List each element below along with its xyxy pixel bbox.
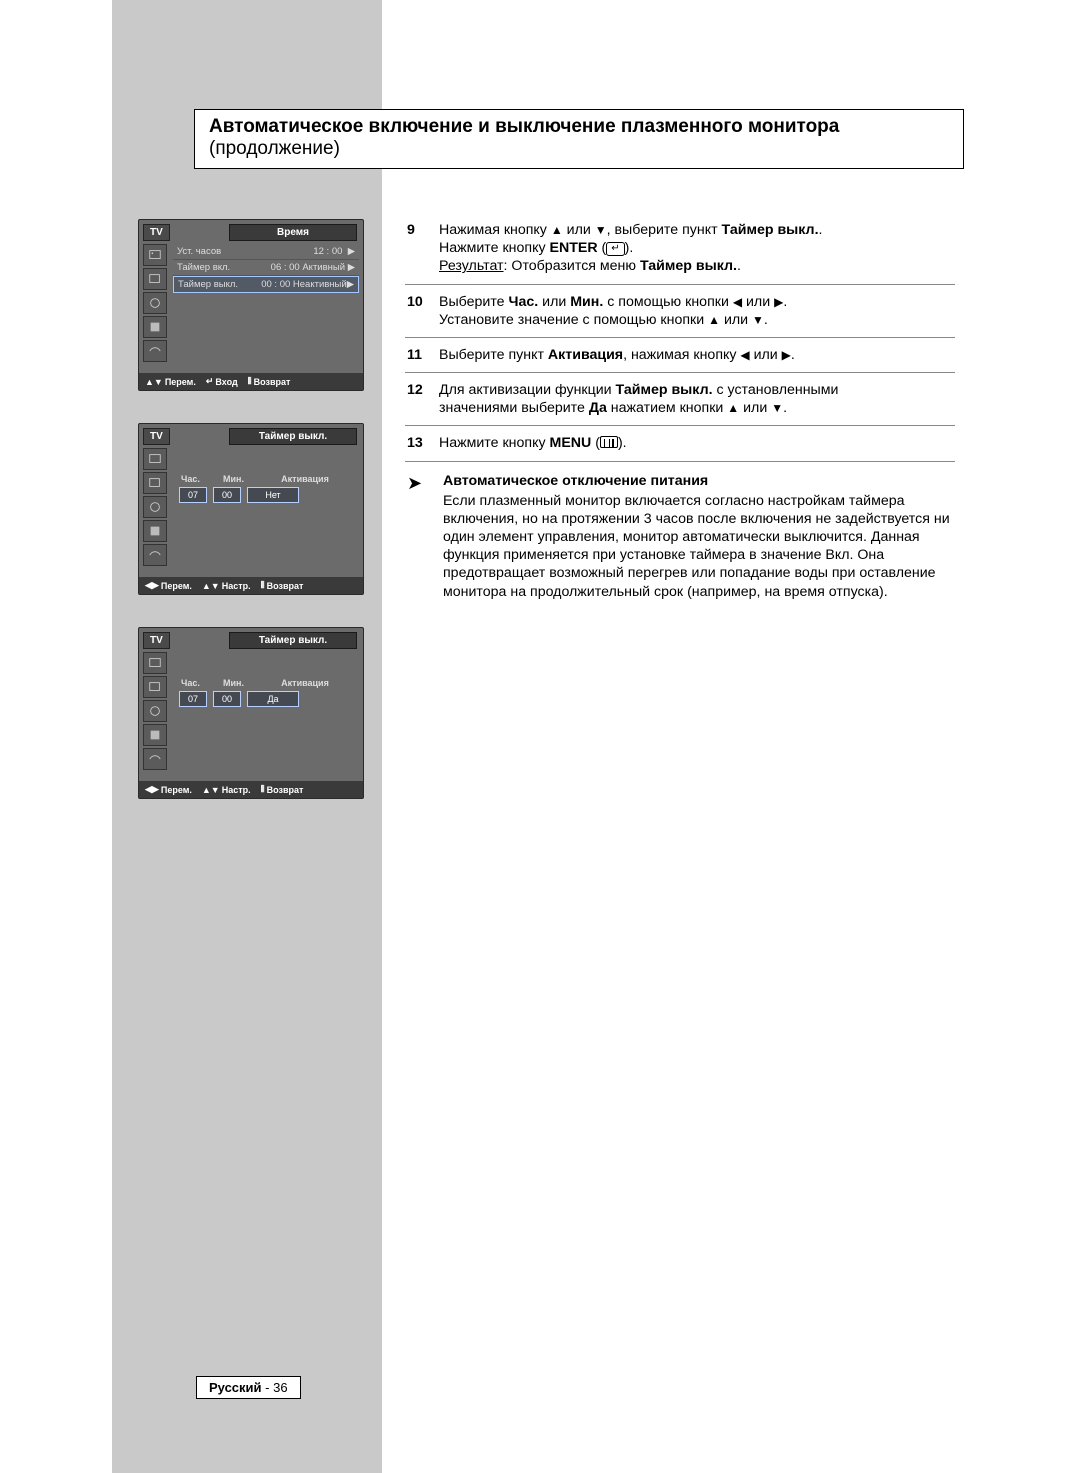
left-arrow-icon: ◀ xyxy=(740,348,749,362)
left-arrow-icon: ◀ xyxy=(733,295,742,309)
step-12: 12 Для активизации функции Таймер выкл. … xyxy=(405,373,955,426)
hour-cell: 07 xyxy=(179,691,207,707)
setup-icon xyxy=(143,520,167,542)
osd-body: Уст. часов12 : 00 ▶ Таймер вкл.06 : 00 А… xyxy=(173,244,359,293)
menu-button-icon xyxy=(600,436,618,448)
osd-screenshot-timer-off-yes: TV Таймер выкл. Час.Мин.Активация 07 00 … xyxy=(138,627,364,799)
leftright-icon: ◀▶ xyxy=(145,580,159,591)
channel-icon xyxy=(143,292,167,314)
down-arrow-icon: ▼ xyxy=(595,223,607,237)
page-title: Автоматическое включение и выключение пл… xyxy=(209,116,839,137)
step-11: 11 Выберите пункт Активация, нажимая кно… xyxy=(405,338,955,373)
osd-row: Таймер вкл.06 : 00 Активный ▶ xyxy=(173,260,359,276)
menu-icon: ⦀ xyxy=(261,784,265,795)
updown-icon: ▲▼ xyxy=(145,377,163,387)
osd-tv-badge: TV xyxy=(143,224,170,241)
updown-icon: ▲▼ xyxy=(202,785,220,795)
sound-icon xyxy=(143,676,167,698)
osd-tv-badge: TV xyxy=(143,428,170,445)
channel-icon xyxy=(143,700,167,722)
enter-icon: ↵ xyxy=(206,376,214,387)
up-arrow-icon: ▲ xyxy=(551,223,563,237)
note-pointer-icon: ➤ xyxy=(407,472,443,601)
page-footer: Русский - 36 xyxy=(196,1376,301,1399)
step-9: 9 Нажимая кнопку ▲ или ▼, выберите пункт… xyxy=(405,213,955,285)
page-title-box: Автоматическое включение и выключение пл… xyxy=(194,109,964,169)
setup-icon xyxy=(143,724,167,746)
step-13: 13 Нажмите кнопку MENU (). xyxy=(405,426,955,461)
hour-cell: 07 xyxy=(179,487,207,503)
activation-cell: Нет xyxy=(247,487,299,503)
setup-icon xyxy=(143,316,167,338)
step-10: 10 Выберите Час. или Мин. с помощью кноп… xyxy=(405,285,955,338)
osd-timer-table: Час.Мин.Активация 07 00 Да xyxy=(179,678,357,707)
input-icon xyxy=(143,340,167,362)
osd-header: Таймер выкл. xyxy=(229,428,357,445)
menu-icon: ⦀ xyxy=(248,376,252,387)
down-arrow-icon: ▼ xyxy=(752,313,764,327)
picture-icon xyxy=(143,652,167,674)
note-auto-power-off: ➤ Автоматическое отключение питания Если… xyxy=(405,462,955,601)
osd-sidebar xyxy=(143,448,169,568)
osd-header: Таймер выкл. xyxy=(229,632,357,649)
right-arrow-icon: ▶ xyxy=(782,348,791,362)
right-arrow-icon: ▶ xyxy=(774,295,783,309)
osd-sidebar xyxy=(143,652,169,772)
input-icon xyxy=(143,748,167,770)
picture-icon xyxy=(143,448,167,470)
osd-footer: ◀▶Перем. ▲▼Настр. ⦀Возврат xyxy=(139,781,363,798)
updown-icon: ▲▼ xyxy=(202,581,220,591)
osd-row: Уст. часов12 : 00 ▶ xyxy=(173,244,359,260)
osd-row-selected: Таймер выкл.00 : 00 Неактивный▶ xyxy=(173,276,359,293)
leftright-icon: ◀▶ xyxy=(145,784,159,795)
osd-screenshot-time-menu: TV Время Уст. часов12 : 00 ▶ Таймер вкл.… xyxy=(138,219,364,391)
osd-tv-badge: TV xyxy=(143,632,170,649)
sound-icon xyxy=(143,472,167,494)
osd-footer: ◀▶Перем. ▲▼Настр. ⦀Возврат xyxy=(139,577,363,594)
activation-cell: Да xyxy=(247,691,299,707)
down-arrow-icon: ▼ xyxy=(771,401,783,415)
channel-icon xyxy=(143,496,167,518)
page-title-suffix: (продолжение) xyxy=(209,138,340,159)
osd-timer-table: Час.Мин.Активация 07 00 Нет xyxy=(179,474,357,503)
note-heading: Автоматическое отключение питания xyxy=(443,472,953,490)
osd-header: Время xyxy=(229,224,357,241)
sound-icon xyxy=(143,268,167,290)
enter-key-icon: ↵ xyxy=(606,242,624,256)
osd-footer: ▲▼Перем. ↵Вход ⦀Возврат xyxy=(139,373,363,390)
osd-sidebar xyxy=(143,244,169,364)
note-body: Если плазменный монитор включается согла… xyxy=(443,492,953,601)
minute-cell: 00 xyxy=(213,691,241,707)
input-icon xyxy=(143,544,167,566)
menu-icon: ⦀ xyxy=(261,580,265,591)
up-arrow-icon: ▲ xyxy=(708,313,720,327)
osd-screenshot-timer-off-no: TV Таймер выкл. Час.Мин.Активация 07 00 … xyxy=(138,423,364,595)
instruction-list: 9 Нажимая кнопку ▲ или ▼, выберите пункт… xyxy=(405,213,955,601)
picture-icon xyxy=(143,244,167,266)
up-arrow-icon: ▲ xyxy=(727,401,739,415)
minute-cell: 00 xyxy=(213,487,241,503)
